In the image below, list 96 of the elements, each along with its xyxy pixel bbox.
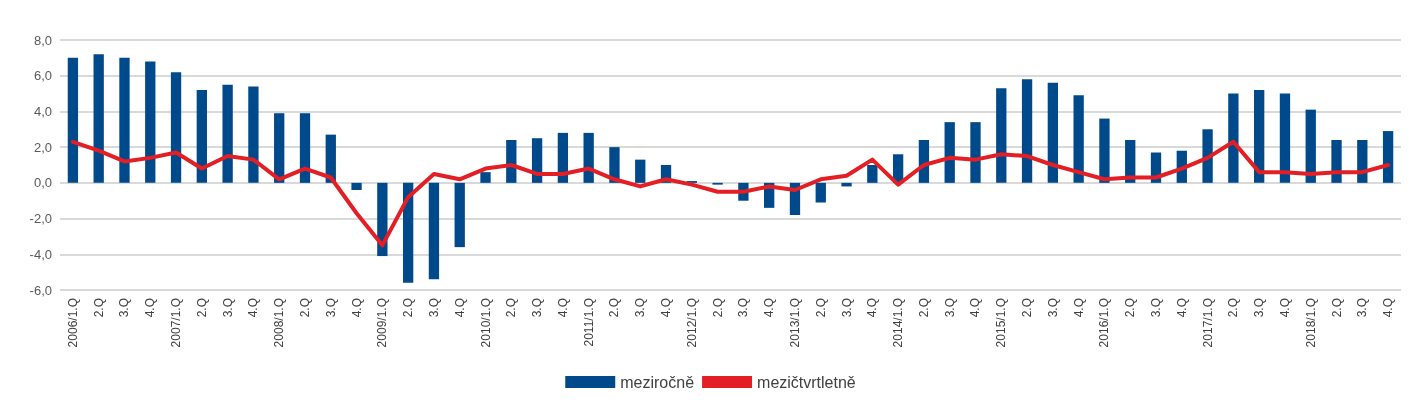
x-tick-label: 2012/1.Q	[684, 298, 699, 348]
bar	[402, 182, 414, 283]
x-tick-label: 4.Q	[762, 298, 777, 318]
bar	[970, 122, 981, 183]
bar	[1073, 95, 1084, 183]
bar	[1305, 109, 1316, 183]
x-tick-label: 2006/1.Q	[65, 298, 80, 348]
bar	[1202, 129, 1213, 183]
x-tick-label: 3.Q	[736, 298, 751, 318]
x-tick-label: 3.Q	[220, 298, 235, 318]
y-tick-label: 6,0	[33, 68, 52, 84]
y-tick-label: -6,0	[29, 282, 52, 298]
x-tick-label: 2008/1.Q	[272, 298, 287, 348]
bar	[1047, 82, 1059, 183]
y-tick-label: 4,0	[33, 103, 52, 119]
line-series	[70, 139, 1391, 248]
x-tick-label: 4.Q	[865, 298, 880, 318]
x-tick-label: 2.Q	[916, 298, 931, 318]
bar	[1254, 90, 1265, 183]
bar	[170, 72, 182, 183]
bar	[815, 182, 826, 203]
x-tick-label: 4.Q	[1381, 298, 1396, 318]
x-tick-label: 4.Q	[246, 298, 261, 318]
bar	[274, 113, 285, 183]
bar	[351, 182, 362, 190]
bar	[428, 182, 440, 280]
x-tick-label: 2.Q	[91, 298, 106, 318]
x-tick-label: 2.Q	[297, 298, 312, 318]
x-tick-label: 3.Q	[1045, 298, 1060, 318]
x-tick-label: 2018/1.Q	[1303, 298, 1318, 348]
x-tick-label: 3.Q	[839, 298, 854, 318]
x-tick-label: 2011/1.Q	[581, 298, 596, 347]
x-tick-label: 2.Q	[813, 298, 828, 318]
bar	[1099, 118, 1110, 183]
x-tick-label: 2010/1.Q	[478, 298, 493, 348]
x-tick-label: 2.Q	[194, 298, 209, 318]
x-tick-label: 2013/1.Q	[787, 298, 802, 348]
bar	[635, 159, 646, 183]
x-tick-label: 2.Q	[607, 298, 622, 318]
bar	[1331, 140, 1342, 183]
bar	[196, 90, 207, 183]
x-tick-label: 4.Q	[555, 298, 570, 318]
x-tick-label: 3.Q	[633, 298, 648, 318]
bar	[377, 182, 388, 257]
x-tick-label: 4.Q	[349, 298, 364, 318]
x-tick-label: 2.Q	[1329, 298, 1344, 318]
x-tick-label: 2.Q	[1020, 298, 1035, 318]
x-tick-label: 4.Q	[143, 298, 158, 318]
x-tick-label: 3.Q	[117, 298, 132, 318]
x-tick-label: 3.Q	[530, 298, 545, 318]
x-tick-label: 3.Q	[323, 298, 338, 318]
bar	[454, 182, 465, 248]
bar	[1382, 131, 1394, 183]
x-tick-label: 2016/1.Q	[1097, 298, 1112, 348]
legend-label: meziročně	[620, 373, 695, 391]
x-tick-label: 3.Q	[1355, 298, 1370, 318]
x-tick-label: 2015/1.Q	[994, 298, 1009, 348]
bar	[867, 165, 878, 183]
x-tick-label: 4.Q	[452, 298, 467, 318]
bar	[1279, 93, 1291, 183]
x-tick-label: 2017/1.Q	[1200, 298, 1215, 348]
x-tick-label: 3.Q	[1252, 298, 1267, 318]
bar	[944, 122, 955, 183]
y-tick-label: -2,0	[29, 211, 52, 227]
x-tick-label: 4.Q	[1071, 298, 1086, 318]
x-tick-label: 2009/1.Q	[375, 298, 390, 348]
bar	[1228, 93, 1239, 183]
bar	[145, 61, 156, 183]
bar	[480, 172, 491, 183]
bar	[248, 86, 259, 183]
bar	[222, 84, 233, 183]
x-tick-label: 3.Q	[426, 298, 441, 318]
bar	[1021, 79, 1033, 183]
x-tick-label: 4.Q	[968, 298, 983, 318]
bar	[67, 57, 79, 183]
y-tick-label: -4,0	[29, 246, 52, 262]
x-tick-label: 2.Q	[401, 298, 416, 318]
bar	[996, 88, 1007, 183]
y-tick-label: 8,0	[33, 32, 52, 48]
x-tick-label: 4.Q	[659, 298, 674, 318]
legend-label: mezičtvrtletně	[757, 373, 856, 391]
bar	[299, 113, 311, 183]
x-tick-label: 2007/1.Q	[169, 298, 184, 348]
y-tick-label: 0,0	[33, 175, 52, 191]
bar	[119, 57, 130, 183]
x-tick-label: 2014/1.Q	[891, 298, 906, 348]
x-tick-label: 2.Q	[504, 298, 519, 318]
x-tick-label: 3.Q	[942, 298, 957, 318]
bar	[93, 54, 104, 183]
x-tick-label: 2.Q	[710, 298, 725, 318]
x-tick-label: 4.Q	[1277, 298, 1292, 318]
x-tick-label: 4.Q	[1174, 298, 1189, 318]
x-tick-label: 2.Q	[1226, 298, 1241, 318]
x-tick-label: 2.Q	[1123, 298, 1138, 318]
y-tick-label: 2,0	[33, 139, 52, 155]
x-tick-label: 3.Q	[1149, 298, 1164, 318]
